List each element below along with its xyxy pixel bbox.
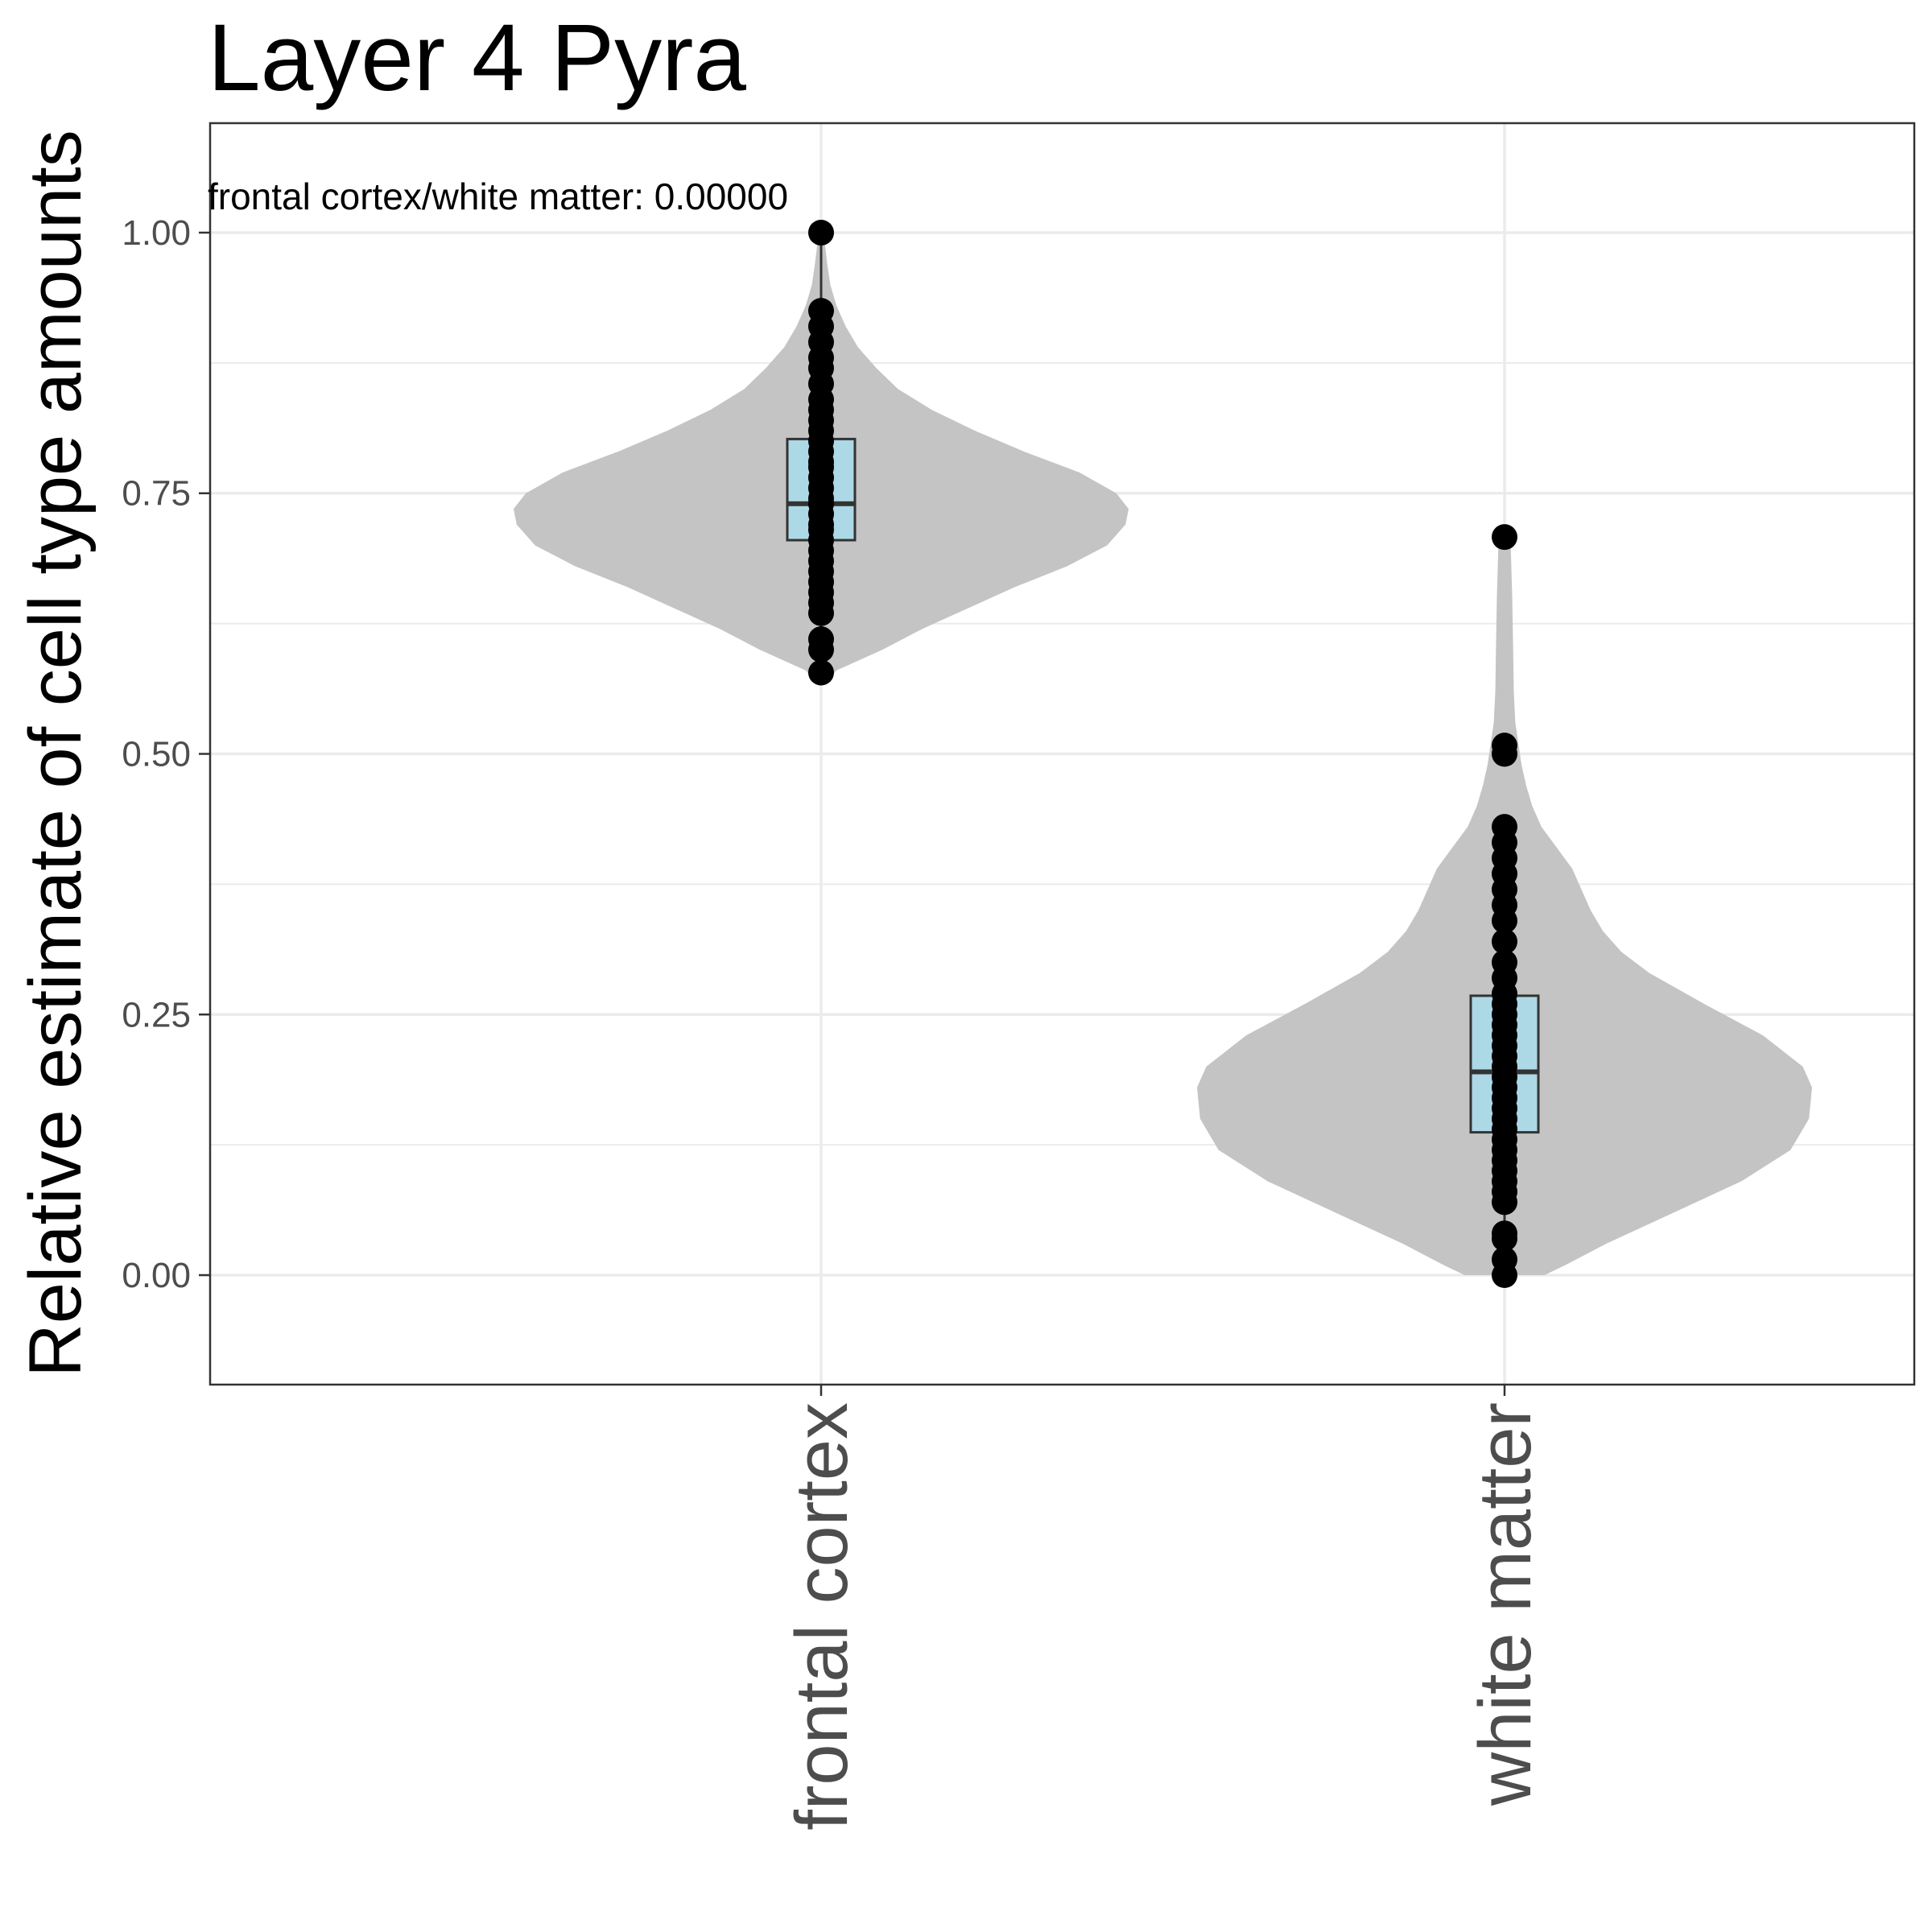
axes: 0.00 0.25 0.50 0.75 1.00 frontal cortex white … <box>122 213 1546 1831</box>
y-tick-label: 0.25 <box>122 995 191 1034</box>
comparison-annotation: frontal cortex/white matter: 0.00000 <box>208 175 788 217</box>
data-point <box>1492 1189 1517 1216</box>
grid-lines <box>210 123 1914 1385</box>
data-point <box>1492 928 1517 955</box>
data-point <box>1492 1262 1517 1289</box>
data-point <box>1492 1225 1517 1252</box>
data-point <box>808 636 834 663</box>
y-axis-label: Relative estimate of cell type amounts <box>14 130 97 1377</box>
data-points <box>808 219 1517 1289</box>
y-tick-label: 1.00 <box>122 213 191 253</box>
data-point <box>1492 524 1517 551</box>
data-point <box>808 659 834 686</box>
y-tick-label: 0.50 <box>122 735 191 774</box>
data-point <box>1492 741 1517 767</box>
y-tick-label: 0.00 <box>122 1256 191 1295</box>
x-tick-label: frontal cortex <box>781 1402 863 1831</box>
data-point <box>808 600 834 626</box>
x-tick-label: white matter <box>1464 1402 1546 1806</box>
y-tick-label: 0.75 <box>122 474 191 514</box>
chart-title: Layer 4 Pyra <box>208 5 746 111</box>
data-point <box>808 219 834 246</box>
data-point <box>1492 907 1517 934</box>
